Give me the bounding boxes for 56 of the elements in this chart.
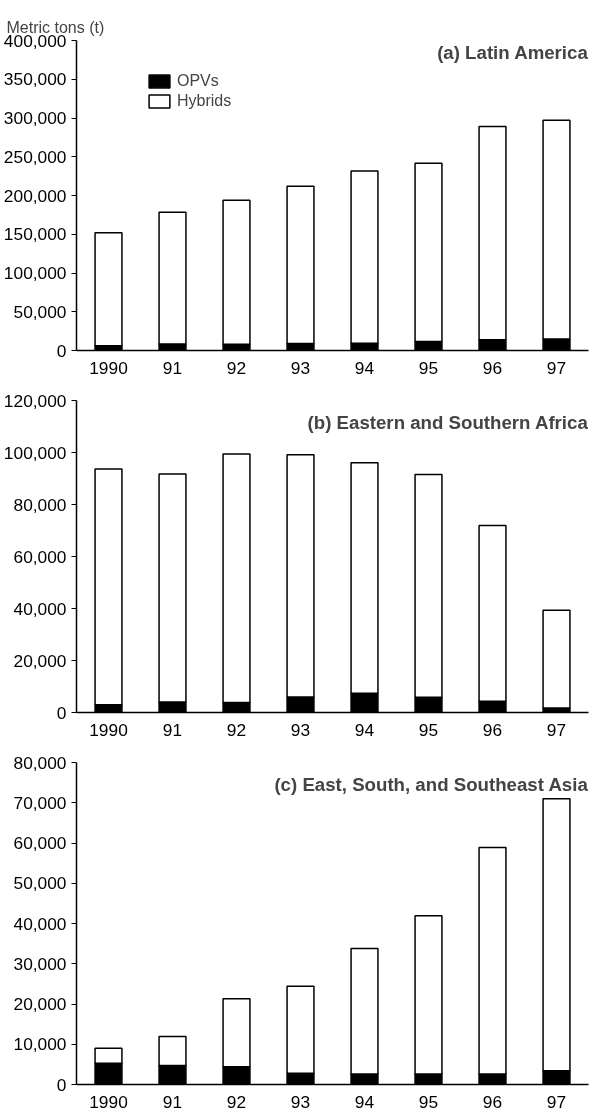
y-tick-label: 0 bbox=[56, 1074, 67, 1095]
y-tick-label: 80,000 bbox=[13, 494, 67, 515]
bar bbox=[222, 199, 251, 346]
x-tick-label: 95 bbox=[418, 1091, 439, 1112]
x-tick-label: 1990 bbox=[89, 719, 128, 740]
y-tick-label: 40,000 bbox=[13, 598, 67, 619]
x-tick-label: 94 bbox=[354, 1091, 375, 1112]
x-tick-label: 96 bbox=[482, 1091, 503, 1112]
x-tick-label: 93 bbox=[290, 719, 311, 740]
text: (c) East, South, and Southeast Asia bbox=[274, 773, 589, 795]
x-tick-label: 97 bbox=[546, 1091, 567, 1112]
x-tick-label: 95 bbox=[418, 357, 439, 378]
y-tick-label: 70,000 bbox=[13, 792, 67, 813]
x-tick-label: 95 bbox=[418, 719, 439, 740]
x-tick-label: 96 bbox=[482, 719, 503, 740]
y-tick-label: 60,000 bbox=[13, 833, 67, 853]
x-tick-label: 96 bbox=[482, 357, 503, 378]
y-tick-label: 30,000 bbox=[13, 953, 67, 974]
x-tick-label: 93 bbox=[290, 357, 311, 378]
y-tick-label: 20,000 bbox=[13, 994, 67, 1014]
x-tick-label: 97 bbox=[546, 357, 567, 378]
y-tick-label: 0 bbox=[56, 702, 67, 723]
legend-label: OPVs bbox=[177, 72, 219, 90]
x-tick-label: 91 bbox=[162, 357, 183, 378]
text: (b) Eastern and Southern Africa bbox=[307, 411, 589, 433]
y-tick-label: 100,000 bbox=[3, 442, 67, 463]
x-tick-label: 93 bbox=[290, 1091, 311, 1112]
y-tick-label: 300,000 bbox=[3, 108, 67, 128]
bar bbox=[542, 609, 571, 709]
y-tick-label: 20,000 bbox=[13, 650, 67, 671]
y-tick-label: 10,000 bbox=[13, 1034, 67, 1055]
y-tick-label: 40,000 bbox=[13, 913, 67, 934]
y-tick-label: 100,000 bbox=[3, 263, 67, 283]
x-tick-label: 92 bbox=[226, 719, 247, 740]
y-tick-label: 50,000 bbox=[13, 301, 67, 322]
y-tick-label: 60,000 bbox=[13, 546, 67, 567]
x-tick-label: 94 bbox=[354, 357, 375, 378]
y-tick-label: 250,000 bbox=[3, 146, 67, 167]
legend-label: Hybrids bbox=[177, 92, 232, 110]
y-tick-label: 350,000 bbox=[3, 69, 67, 90]
x-tick-label: 91 bbox=[162, 1091, 183, 1112]
x-tick-label: 94 bbox=[354, 719, 375, 740]
y-tick-label: 80,000 bbox=[13, 752, 67, 773]
x-tick-label: 1990 bbox=[89, 357, 128, 378]
x-tick-label: 97 bbox=[546, 719, 567, 740]
x-tick-label: 92 bbox=[226, 357, 247, 378]
y-tick-label: 120,000 bbox=[3, 390, 67, 411]
x-tick-label: 1990 bbox=[89, 1091, 128, 1112]
x-tick-label: 91 bbox=[162, 719, 183, 740]
chart-title: (a) Latin America bbox=[437, 41, 589, 63]
y-tick-label: 150,000 bbox=[3, 224, 67, 245]
bar bbox=[94, 231, 123, 347]
x-tick-label: 92 bbox=[226, 1091, 247, 1112]
y-tick-label: 50,000 bbox=[13, 873, 67, 894]
y-tick-label: 0 bbox=[56, 340, 67, 361]
y-tick-label: 200,000 bbox=[3, 185, 67, 206]
